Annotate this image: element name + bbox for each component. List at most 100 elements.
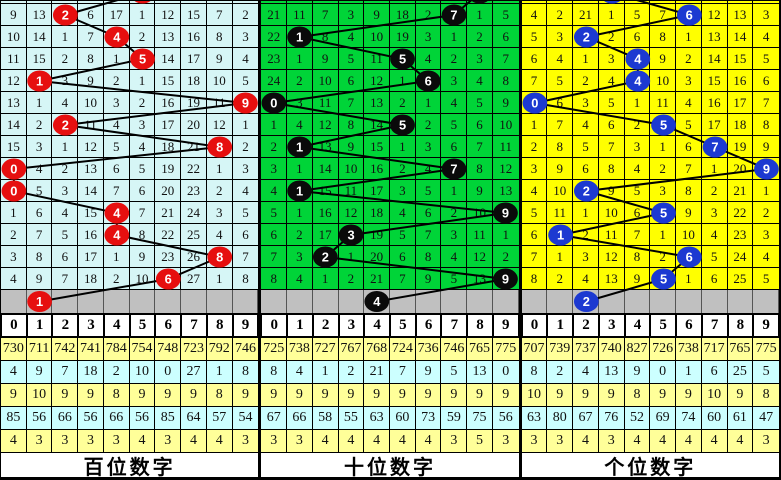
digit-header-cell: 8: [468, 315, 492, 336]
stat-cell: 9: [598, 384, 625, 407]
miss-count-cell: 14: [701, 48, 728, 70]
miss-count-cell: 5: [338, 48, 365, 70]
stat-cell: 0: [492, 361, 519, 384]
miss-count-cell: 8: [650, 26, 677, 48]
miss-count-cell: 4: [676, 92, 702, 114]
miss-count-cell: 14: [155, 48, 182, 70]
ball-cell: [676, 246, 702, 268]
miss-count-cell: 9: [312, 48, 339, 70]
stat-cell: 2: [547, 361, 574, 384]
miss-count-cell: 9: [338, 136, 365, 158]
trend-row: 24 2 10 6 12 1 3 4 8: [261, 70, 519, 92]
digit-header-cell: 4: [625, 315, 650, 336]
stat-cell: 61: [727, 407, 754, 430]
miss-count-cell: 2: [287, 224, 313, 246]
stat-cell: 723: [181, 338, 207, 361]
miss-count-cell: 5: [261, 202, 288, 224]
stat-cell: 8: [753, 384, 779, 407]
miss-count-cell: 10: [676, 224, 702, 246]
stat-cell: 4: [676, 430, 702, 453]
miss-count-cell: 7: [676, 158, 702, 180]
miss-count-cell: 7: [521, 246, 548, 268]
digit-header-cell: 6: [677, 315, 701, 336]
stat-cell: 741: [78, 338, 104, 361]
miss-count-cell: 16: [701, 92, 728, 114]
miss-count-cell: 17: [312, 224, 339, 246]
trend-row: 5 3 2 6 8 1 13 14 4: [521, 26, 779, 48]
miss-count-cell: 4: [103, 114, 130, 136]
tens-trend-grid: 21 11 7 3 9 18 2 1 5 22 8 4 10 19 3 1 2 6 23 1 9 5 11 4 2 3 7 24 2 10…: [261, 1, 519, 313]
miss-count-cell: 7: [129, 202, 156, 224]
miss-count-cell: 9: [78, 70, 104, 92]
ball-cell: [26, 70, 53, 92]
stat-cell: 67: [573, 407, 599, 430]
stat-cell: 740: [598, 338, 625, 361]
digit-header-cell: 6: [156, 315, 181, 336]
pending-cell: [129, 290, 156, 313]
stat-cell: 0: [155, 361, 182, 384]
stat-cell: 8: [103, 384, 130, 407]
trend-row: 9 13 6 17 1 12 15 7 2: [1, 4, 259, 26]
miss-count-cell: 1: [624, 92, 651, 114]
miss-count-cell: 2: [103, 268, 130, 290]
miss-count-cell: 6: [467, 114, 493, 136]
miss-count-cell: 7: [232, 246, 259, 268]
stat-cell: 63: [364, 407, 390, 430]
trend-row: 1 7 4 6 2 5 17 18 8: [521, 114, 779, 136]
digit-header-cell: 8: [728, 315, 753, 336]
miss-count-cell: 6: [52, 246, 79, 268]
stat-cell: 4: [206, 430, 233, 453]
digit-header-cell: 3: [339, 315, 364, 336]
stat-cell: 9: [26, 361, 53, 384]
miss-count-cell: 13: [364, 92, 390, 114]
miss-count-cell: 2: [206, 180, 233, 202]
miss-count-cell: 7: [467, 136, 493, 158]
ball-cell: [52, 114, 79, 136]
pending-cell: [573, 290, 599, 313]
digit-header-cell: 1: [27, 315, 52, 336]
ball-cell: [103, 202, 130, 224]
pending-cell: [312, 290, 339, 313]
trend-row: 8 4 1 2 21 7 9 5 13: [261, 268, 519, 290]
miss-count-cell: 8: [624, 246, 651, 268]
miss-count-cell: 3: [547, 26, 574, 48]
miss-count-cell: 2: [415, 114, 442, 136]
stat-cell: 6: [701, 361, 728, 384]
units-trend-grid: 4 2 21 1 5 7 12 13 3 5 3 2 6 8 1 13 14 4 6 4 1 3 9 2 14 15 5 7 5 2 4 10…: [521, 1, 779, 313]
digit-header-cell: 0: [262, 315, 287, 336]
trend-row: 12 3 9 2 1 15 18 10 5: [1, 70, 259, 92]
stat-cell: 9: [415, 384, 442, 407]
miss-count-cell: 24: [727, 246, 754, 268]
stat-cell: 27: [181, 361, 207, 384]
ball-cell: [206, 136, 233, 158]
miss-count-cell: 2: [1, 224, 27, 246]
stat-cell: 725: [261, 338, 288, 361]
miss-count-cell: 7: [624, 224, 651, 246]
stat-cell: 8: [232, 361, 259, 384]
ball-cell: [389, 114, 416, 136]
miss-count-cell: 17: [103, 4, 130, 26]
miss-count-cell: 19: [364, 224, 390, 246]
trend-row: 5 11 1 10 6 9 3 22 2: [521, 202, 779, 224]
trend-row: 4 2 13 6 5 19 22 1 3: [1, 158, 259, 180]
miss-count-cell: 2: [753, 202, 779, 224]
stat-cell: 52: [624, 407, 651, 430]
miss-count-cell: 15: [312, 180, 339, 202]
miss-count-cell: 1: [573, 48, 599, 70]
miss-count-cell: 19: [155, 158, 182, 180]
miss-count-cell: 2: [129, 92, 156, 114]
miss-count-cell: 14: [26, 26, 53, 48]
miss-count-cell: 8: [676, 180, 702, 202]
stat-cell: 2: [103, 361, 130, 384]
miss-count-cell: 4: [753, 246, 779, 268]
miss-count-cell: 2: [441, 48, 468, 70]
ball-cell: [155, 268, 182, 290]
miss-count-cell: 6: [573, 158, 599, 180]
miss-count-cell: 4: [415, 158, 442, 180]
miss-count-cell: 2: [52, 48, 79, 70]
miss-count-cell: 13: [312, 136, 339, 158]
ball-cell: [52, 4, 79, 26]
stat-cell: 9: [364, 384, 390, 407]
